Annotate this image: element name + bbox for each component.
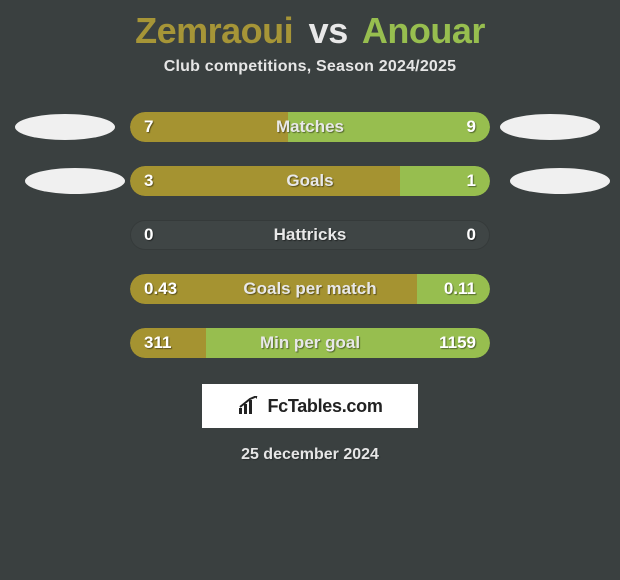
player2-name: Anouar [362,10,485,51]
bar-segment-player2 [400,166,490,196]
stat-value-player2: 1 [467,171,476,191]
stat-label: Min per goal [260,333,360,353]
stat-row: 3 1 Goals [10,158,610,204]
comparison-title: Zemraoui vs Anouar [0,0,620,58]
stat-bar: 0 0 Hattricks [130,220,490,250]
fctables-logo: FcTables.com [202,384,418,428]
bar-segment-player1 [130,166,400,196]
stat-value-player1: 3 [144,171,153,191]
player1-badge-icon [15,114,115,140]
player1-badge-slot [10,168,130,194]
player2-badge-icon [510,168,610,194]
date-label: 25 december 2024 [0,446,620,464]
stat-row: 7 9 Matches [10,104,610,150]
stat-bar: 3 1 Goals [130,166,490,196]
player1-badge-slot [10,114,130,140]
chart-icon [237,396,261,416]
vs-text: vs [309,10,348,51]
player2-badge-icon [500,114,600,140]
stat-value-player1: 0.43 [144,279,177,299]
stat-row: 0.43 0.11 Goals per match [10,266,610,312]
stat-label: Goals per match [243,279,376,299]
stat-label: Matches [276,117,344,137]
stat-bar: 0.43 0.11 Goals per match [130,274,490,304]
stat-row: 311 1159 Min per goal [10,320,610,366]
stat-bar: 7 9 Matches [130,112,490,142]
stat-value-player2: 9 [467,117,476,137]
stat-value-player2: 0.11 [444,279,476,299]
player1-badge-icon [25,168,125,194]
player2-badge-slot [490,114,610,140]
stat-bar: 311 1159 Min per goal [130,328,490,358]
stat-value-player2: 0 [467,225,476,245]
player2-badge-slot [490,168,610,194]
stats-chart: 7 9 Matches 3 1 Goals 0 0 Hattricks 0.43 0.11 Goals… [0,104,620,366]
stat-value-player1: 311 [144,333,171,353]
stat-row: 0 0 Hattricks [10,212,610,258]
stat-value-player2: 1159 [439,333,476,353]
logo-text: FcTables.com [267,396,382,417]
player1-name: Zemraoui [135,10,293,51]
stat-value-player1: 0 [144,225,153,245]
stat-label: Goals [286,171,333,191]
bar-segment-player1 [130,112,288,142]
stat-value-player1: 7 [144,117,153,137]
stat-label: Hattricks [274,225,347,245]
subtitle: Club competitions, Season 2024/2025 [0,58,620,104]
